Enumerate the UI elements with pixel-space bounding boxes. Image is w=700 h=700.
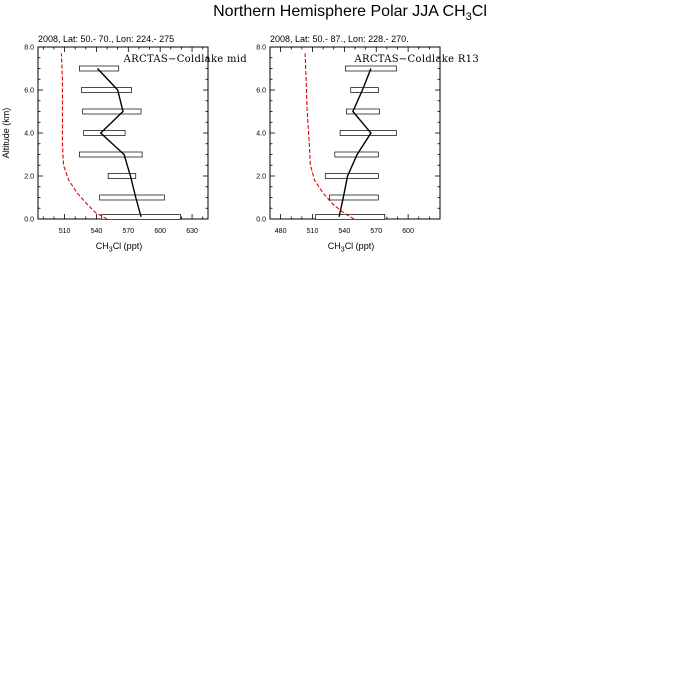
obs-box [82, 108, 142, 115]
obs-box [339, 130, 397, 136]
model-line [304, 53, 355, 220]
campaign-label: ARCTAS−Coldlake R13 [353, 54, 479, 65]
x-tick-label: 540 [91, 228, 103, 235]
obs-box [79, 151, 143, 158]
x-axis-title: CH3Cl (ppt) [96, 241, 142, 254]
y-tick-label: 6.0 [24, 88, 34, 95]
obs-box [350, 87, 379, 93]
obs-box [329, 194, 379, 201]
y-tick-label: 8.0 [24, 45, 34, 52]
x-tick-label: 600 [402, 228, 414, 235]
x-tick-label: 570 [122, 228, 134, 235]
y-tick-label: 4.0 [24, 131, 34, 138]
obs-box [346, 108, 380, 115]
x-tick-label: 600 [154, 228, 166, 235]
obs-median-line [96, 68, 142, 218]
campaign-label: ARCTAS−Coldlake mid [123, 54, 248, 65]
title-prefix: Northern Hemisphere Polar JJA CH [213, 3, 466, 20]
x-tick-label: 510 [59, 228, 71, 235]
x-axis-title-suffix: Cl (ppt) [345, 241, 375, 251]
obs-box [324, 173, 379, 179]
obs-median-line [338, 68, 372, 218]
obs-box [83, 130, 126, 136]
title-suffix: Cl [471, 3, 487, 20]
obs-box [81, 87, 132, 93]
panel-label: 2008, Lat: 50.- 70., Lon: 224.- 275 [38, 34, 174, 44]
x-tick-label: 570 [370, 228, 382, 235]
x-tick-label: 540 [339, 228, 351, 235]
chart-title: Northern Hemisphere Polar JJA CH3Cl [0, 3, 700, 23]
chart-panel-2: 0.0 2.0 4.0 6.0 8.0 480 510 540 570 600 2008, Lat:… [256, 34, 479, 254]
panel-label: 2008, Lat: 50.- 87., Lon: 228.- 270. [270, 34, 409, 44]
y-tick-label: 2.0 [24, 174, 34, 181]
x-axis-title: CH3Cl (ppt) [328, 241, 374, 254]
y-tick-label: 6.0 [256, 88, 266, 95]
y-tick-label: 8.0 [256, 45, 266, 52]
y-tick-label: 0.0 [24, 217, 34, 224]
obs-box [107, 173, 137, 179]
y-tick-label: 0.0 [256, 217, 266, 224]
x-axis-title-subscript: 3 [109, 247, 113, 254]
x-axis-title-suffix: Cl (ppt) [113, 241, 143, 251]
x-tick-label: 630 [186, 228, 198, 235]
obs-box [315, 214, 386, 220]
y-tick-label: 2.0 [256, 174, 266, 181]
title-subscript: 3 [465, 11, 472, 24]
x-tick-label: 510 [307, 228, 319, 235]
chart-panel-1: 0.0 2.0 4.0 6.0 8.0 510 540 570 600 630 2008, Lat:… [1, 34, 247, 254]
model-line [60, 53, 108, 220]
x-axis-title-prefix: CH [328, 241, 341, 251]
x-tick-label: 480 [275, 228, 287, 235]
y-axis-title: Altitude (km) [1, 108, 11, 159]
obs-box [99, 194, 165, 201]
y-tick-label: 4.0 [256, 131, 266, 138]
x-axis-title-prefix: CH [96, 241, 109, 251]
x-axis-title-subscript: 3 [341, 247, 345, 254]
